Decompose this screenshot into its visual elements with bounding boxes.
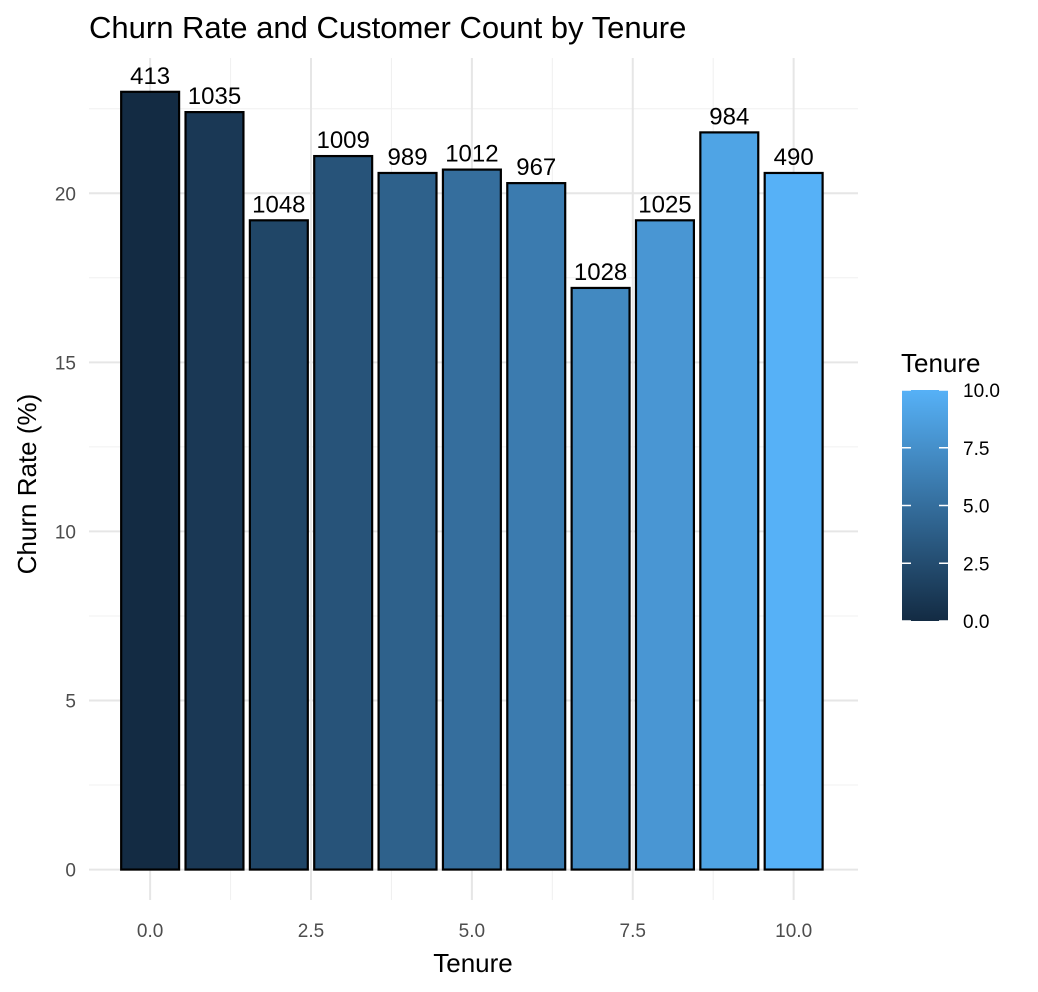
bar-label: 1012 (445, 141, 498, 168)
legend: Tenure 0.0 2.5 5.0 7.5 10.0 (901, 348, 1000, 633)
bar (377, 171, 438, 871)
bar-label: 1035 (188, 83, 241, 110)
y-tick-label: 5 (65, 691, 76, 712)
bar-labels: 413 1035 1048 1009 989 1012 967 1028 1025 984 490 (130, 63, 814, 286)
x-tick-label: 7.5 (620, 921, 646, 942)
bar (763, 171, 824, 871)
bar-label: 984 (709, 103, 749, 130)
legend-tick-label: 2.5 (963, 554, 989, 575)
chart-title: Churn Rate and Customer Count by Tenure (89, 10, 686, 45)
bar-label: 1009 (316, 127, 369, 154)
legend-title: Tenure (901, 348, 981, 378)
bar (634, 219, 696, 871)
x-tick-label: 10.0 (775, 921, 812, 942)
x-axis-title: Tenure (433, 948, 513, 978)
bar-label: 1048 (252, 191, 305, 218)
bars (120, 90, 824, 871)
y-tick-label: 10 (55, 522, 76, 543)
bar-label: 967 (516, 154, 556, 181)
legend-tick-label: 7.5 (963, 439, 989, 460)
x-tick-label: 5.0 (459, 921, 485, 942)
bar (248, 219, 309, 871)
bar (184, 111, 245, 871)
bar-label: 413 (130, 63, 170, 90)
y-tick-label: 15 (55, 353, 76, 374)
x-axis-ticks: 0.0 2.5 5.0 7.5 10.0 (137, 921, 812, 942)
legend-tick-label: 0.0 (963, 612, 989, 633)
y-axis-title: Churn Rate (%) (12, 394, 42, 575)
legend-ticks: 0.0 2.5 5.0 7.5 10.0 (902, 381, 1000, 633)
bar-label: 1028 (574, 259, 627, 286)
bar (441, 168, 502, 871)
y-tick-label: 20 (55, 184, 76, 205)
bar (506, 182, 567, 871)
bar-label: 490 (774, 144, 814, 171)
legend-tick-label: 5.0 (963, 497, 989, 518)
bar (699, 131, 760, 871)
x-tick-label: 2.5 (298, 921, 324, 942)
y-axis-ticks: 0 5 10 15 20 (55, 184, 76, 881)
bar (570, 286, 631, 871)
x-tick-label: 0.0 (137, 921, 163, 942)
bar (313, 154, 374, 871)
bar-label: 1025 (638, 191, 691, 218)
y-tick-label: 0 (65, 861, 76, 882)
bar-label: 989 (388, 144, 428, 171)
legend-tick-label: 10.0 (963, 381, 1000, 402)
bar (120, 90, 181, 871)
